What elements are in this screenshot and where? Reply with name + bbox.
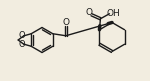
Text: O: O bbox=[86, 8, 93, 17]
Text: OH: OH bbox=[106, 9, 120, 18]
Text: O: O bbox=[62, 18, 69, 27]
Text: O: O bbox=[19, 40, 26, 49]
Text: O: O bbox=[19, 31, 26, 40]
